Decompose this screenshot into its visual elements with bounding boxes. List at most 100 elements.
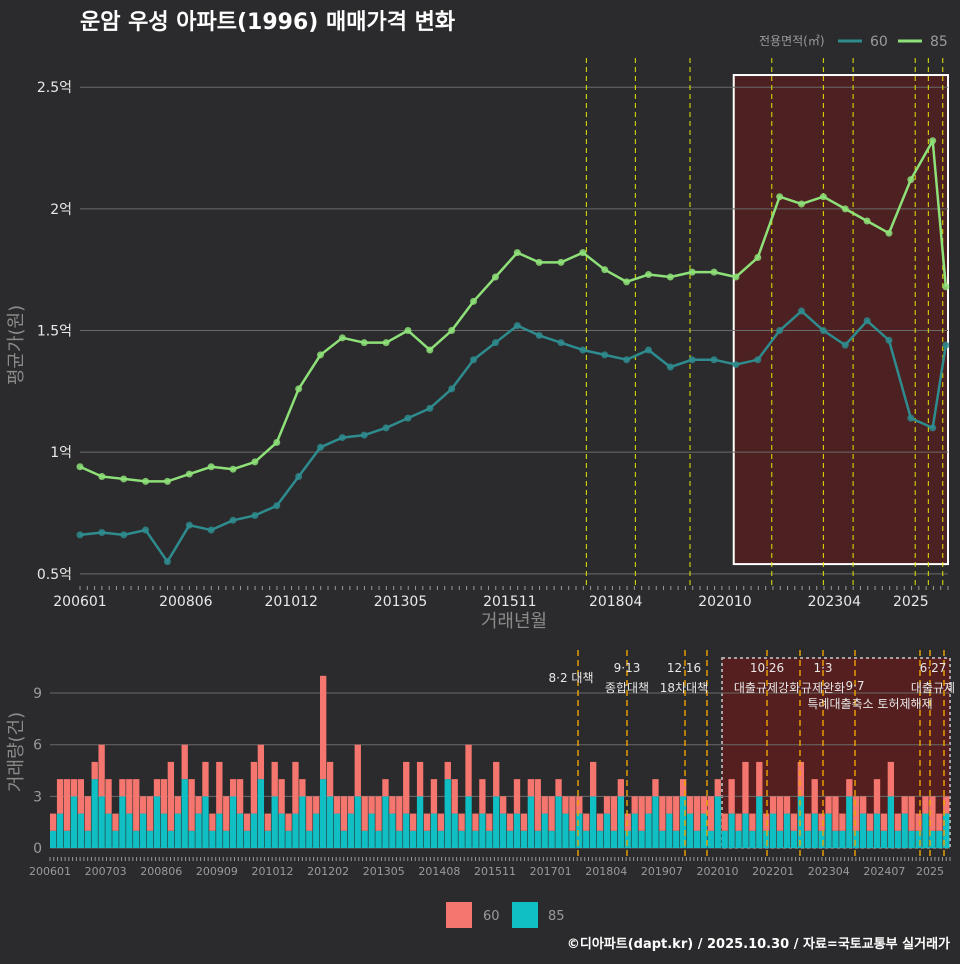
bar-85 (236, 813, 244, 848)
bar-legend-label-85: 85 (548, 909, 565, 924)
series-point-60 (426, 404, 434, 412)
bar-85 (264, 830, 271, 848)
bar-85 (389, 813, 396, 848)
bar-85 (818, 830, 825, 848)
volume-y-tick-label: 6 (33, 738, 42, 754)
bar-85 (479, 813, 486, 848)
bar-85 (686, 813, 694, 848)
bar-85 (306, 830, 313, 848)
series-point-85 (819, 193, 827, 201)
series-point-60 (76, 531, 84, 539)
series-point-85 (907, 176, 915, 184)
bar-85 (776, 830, 784, 848)
bar-60 (610, 796, 618, 831)
volume-x-tick-label: 201305 (363, 865, 405, 878)
bar-85 (673, 830, 680, 848)
bar-85 (63, 830, 71, 848)
bar-60 (410, 813, 417, 831)
series-point-60 (579, 346, 587, 354)
bar-60 (146, 796, 154, 831)
bar-60 (472, 813, 479, 831)
bar-60 (105, 779, 112, 814)
bar-60 (465, 744, 472, 797)
bar-60 (673, 796, 680, 831)
bar-85 (382, 796, 389, 848)
series-point-85 (251, 458, 259, 466)
bar-60 (119, 779, 126, 797)
bar-60 (853, 796, 860, 831)
bar-60 (451, 779, 458, 814)
series-point-60 (360, 431, 368, 439)
bar-85 (707, 830, 715, 848)
series-point-60 (185, 521, 193, 529)
policy-annotation: 9·13 (614, 661, 641, 675)
bar-85 (153, 796, 161, 848)
price-x-tick-label: 2025 (893, 594, 929, 610)
bar-60 (403, 761, 410, 814)
series-point-60 (251, 511, 259, 519)
bar-85 (403, 813, 410, 848)
bar-85 (181, 779, 188, 848)
series-point-60 (338, 434, 346, 442)
bar-60 (749, 813, 756, 831)
bar-85 (375, 830, 382, 848)
bar-60 (361, 796, 368, 831)
bar-85 (465, 796, 472, 848)
bar-85 (361, 830, 368, 848)
bar-85 (320, 779, 327, 848)
series-point-85 (76, 463, 84, 471)
series-point-60 (885, 336, 893, 344)
bar-60 (368, 796, 375, 814)
bar-85 (756, 796, 763, 848)
bar-85 (105, 813, 112, 848)
bar-85 (333, 813, 341, 848)
bar-85 (486, 830, 493, 848)
bar-60 (271, 761, 278, 797)
bar-60 (915, 813, 922, 831)
series-point-85 (207, 463, 215, 471)
bar-60 (77, 779, 85, 814)
bar-60 (396, 796, 403, 831)
price-chart: 0.5억 1억 1.5억 2억 2.5억 200601 200806 201012 201305… (37, 58, 950, 610)
bar-60 (770, 796, 777, 814)
bar-60 (735, 813, 742, 831)
bar-60 (389, 796, 396, 814)
bar-60 (188, 779, 195, 831)
price-y-axis-label: 평균가(원) (6, 305, 27, 385)
bar-85 (638, 830, 645, 848)
bar-60 (832, 796, 839, 831)
policy-annotation: 6·27 (920, 661, 947, 675)
bar-60 (666, 796, 673, 814)
price-x-tick-label: 201804 (589, 594, 643, 610)
series-point-85 (732, 273, 740, 281)
series-point-85 (360, 339, 368, 347)
series-point-85 (404, 327, 412, 335)
bar-85 (590, 796, 597, 848)
bar-60 (91, 761, 98, 780)
bar-85 (70, 796, 78, 848)
series-point-60 (163, 558, 171, 566)
bar-60 (195, 796, 202, 814)
series-point-85 (601, 266, 609, 274)
bar-85 (506, 830, 514, 848)
price-x-tick-label: 200806 (159, 594, 213, 610)
bar-60 (686, 796, 694, 814)
bar-85 (119, 796, 126, 848)
volume-y-axis-label: 거래량(건) (6, 712, 27, 792)
bar-60 (541, 796, 548, 814)
series-point-85 (185, 470, 193, 478)
bar-60 (908, 796, 915, 831)
bar-85 (749, 830, 756, 848)
bar-85 (430, 813, 438, 848)
bar-60 (320, 675, 327, 780)
series-point-85 (273, 438, 281, 446)
bar-85 (583, 830, 590, 848)
bar-60 (943, 796, 950, 814)
bar-60 (181, 744, 188, 780)
bar-60 (354, 744, 361, 797)
bar-85 (209, 830, 216, 848)
bar-legend-label-60: 60 (483, 909, 500, 924)
bar-60 (728, 779, 735, 814)
series-point-60 (491, 339, 499, 347)
bar-60 (243, 813, 251, 831)
